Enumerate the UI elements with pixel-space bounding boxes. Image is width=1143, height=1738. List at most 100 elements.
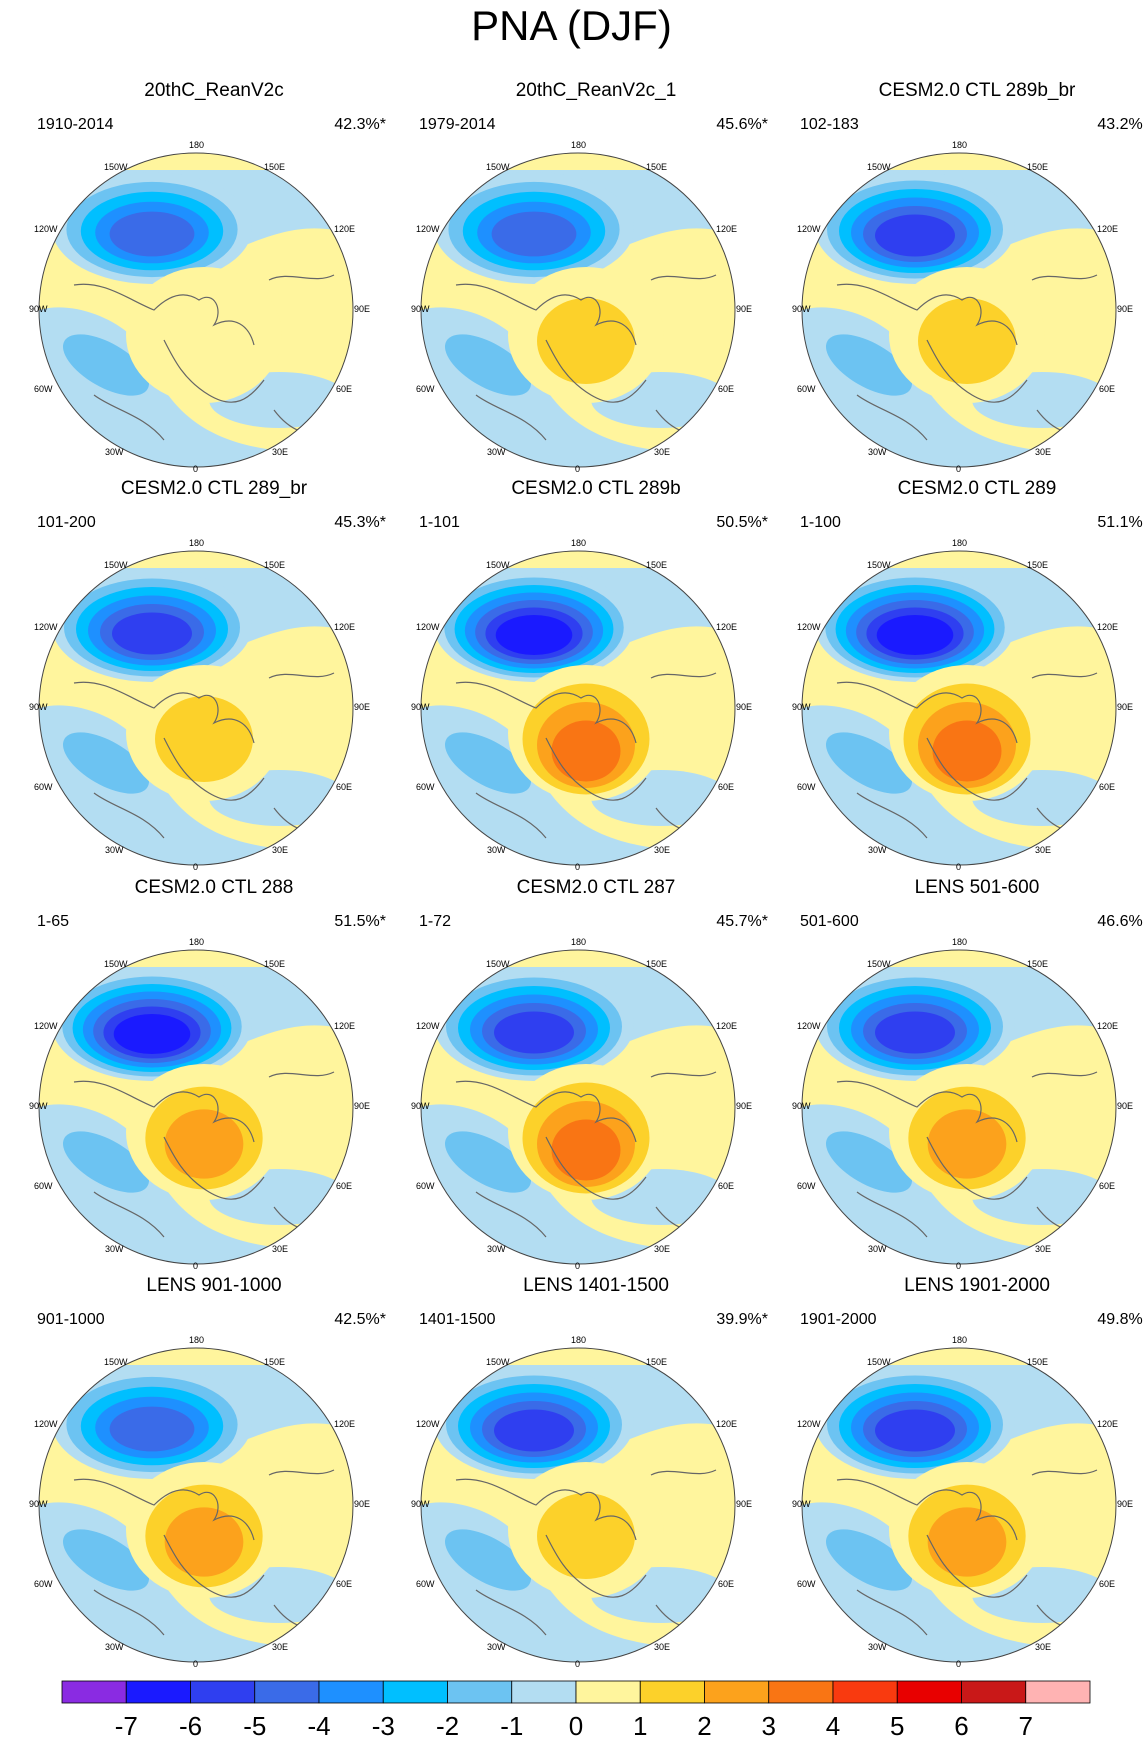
- coastline: [455, 1071, 717, 1238]
- longitude-label: 120W: [797, 622, 821, 632]
- map-border: [420, 1347, 736, 1663]
- longitude-label: 30E: [1035, 447, 1051, 457]
- panel-variance: 51.1%*: [1097, 514, 1143, 531]
- panel-period: 1-100: [800, 514, 841, 531]
- longitude-label: 90W: [411, 304, 430, 314]
- longitude-label: 30W: [868, 1642, 887, 1652]
- longitude-label: 150W: [486, 959, 510, 969]
- map-border: [801, 550, 1117, 866]
- negative-contour: [495, 615, 573, 655]
- longitude-label: 30E: [654, 1244, 670, 1254]
- longitude-label: 180: [189, 538, 204, 548]
- colorbar-tick-label: -2: [436, 1711, 459, 1738]
- map-panel: LENS 1401-1500 1401-1500 39.9%* 180 150W 150E…: [411, 1275, 776, 1669]
- longitude-label: 90E: [1117, 1499, 1133, 1509]
- colorbar-swatch: [190, 1680, 256, 1704]
- longitude-label: 150W: [486, 1357, 510, 1367]
- panel-title: LENS 1401-1500: [523, 1275, 669, 1296]
- longitude-label: 150E: [264, 162, 285, 172]
- map-panel: CESM2.0 CTL 287 1-72 45.7%* 180 150W 150E 120W…: [411, 877, 776, 1271]
- negative-contour: [109, 211, 195, 257]
- map-border: [801, 152, 1117, 468]
- negative-contour: [63, 732, 149, 794]
- negative-contour: [63, 1529, 149, 1591]
- longitude-label: 30E: [272, 845, 288, 855]
- longitude-label: 90W: [411, 1101, 430, 1111]
- negative-contour: [63, 334, 149, 396]
- map-border: [38, 152, 354, 468]
- longitude-label: 30E: [654, 447, 670, 457]
- map-panel: CESM2.0 CTL 289b 1-101 50.5%* 180 150W 150E 12…: [411, 478, 776, 872]
- coastline: [73, 1469, 335, 1636]
- page-title: PNA (DJF): [471, 2, 672, 49]
- polar-map: 180 150W 150E 120W 120E 90W 90E 60W 60E 30W 30E 0: [29, 538, 370, 872]
- negative-contour: [112, 612, 192, 655]
- negative-contour: [445, 732, 531, 794]
- longitude-label: 60E: [718, 1181, 734, 1191]
- longitude-label: 120W: [797, 224, 821, 234]
- panel-variance: 49.8%*: [1097, 1311, 1143, 1328]
- longitude-label: 150E: [646, 959, 667, 969]
- panel-variance: 51.5%*: [334, 913, 386, 930]
- longitude-label: 180: [952, 1335, 967, 1345]
- longitude-label: 180: [571, 538, 586, 548]
- longitude-label: 150E: [1027, 162, 1048, 172]
- polar-map: 180 150W 150E 120W 120E 90W 90E 60W 60E 30W 30E 0: [792, 140, 1133, 474]
- coastline: [836, 1469, 1098, 1636]
- panel-title: CESM2.0 CTL 289b: [511, 478, 681, 499]
- longitude-label: 120W: [416, 224, 440, 234]
- negative-contour: [109, 1406, 195, 1452]
- longitude-label: 60W: [416, 1579, 435, 1589]
- negative-contour: [63, 1131, 149, 1193]
- longitude-label: 60E: [1099, 1579, 1115, 1589]
- map-panel: LENS 901-1000 901-1000 42.5%* 180 150W 150E 12…: [29, 1275, 394, 1669]
- colorbar-swatch: [382, 1680, 448, 1704]
- polar-map: 180 150W 150E 120W 120E 90W 90E 60W 60E 30W 30E 0: [411, 1335, 752, 1669]
- longitude-label: 0: [575, 862, 580, 872]
- colorbar-tick-label: -4: [307, 1711, 330, 1738]
- colorbar: -7 -6 -5 -4 -3 -2 -1 0 1 2 3 4 5 6 7: [61, 1680, 1091, 1738]
- positive-contour: [927, 1507, 1007, 1577]
- longitude-label: 180: [189, 1335, 204, 1345]
- longitude-label: 90E: [354, 1101, 370, 1111]
- longitude-label: 60W: [416, 1181, 435, 1191]
- colorbar-tick-label: 1: [633, 1711, 647, 1738]
- longitude-label: 120E: [1097, 224, 1118, 234]
- longitude-label: 90E: [736, 702, 752, 712]
- colorbar-swatch: [254, 1680, 320, 1704]
- negative-contour: [445, 1131, 531, 1193]
- positive-contour: [155, 696, 253, 782]
- negative-contour: [876, 615, 954, 655]
- map-border: [801, 1347, 1117, 1663]
- longitude-label: 30W: [105, 1244, 124, 1254]
- colorbar-swatch: [639, 1680, 705, 1704]
- longitude-label: 60E: [1099, 1181, 1115, 1191]
- panel-variance: 45.6%*: [716, 116, 768, 133]
- panel-variance: 46.6%*: [1097, 913, 1143, 930]
- longitude-label: 0: [956, 464, 961, 474]
- coastline: [836, 672, 1098, 839]
- panel-title: LENS 1901-2000: [904, 1275, 1050, 1296]
- longitude-label: 120W: [416, 1021, 440, 1031]
- longitude-label: 90E: [736, 1499, 752, 1509]
- longitude-label: 60E: [718, 384, 734, 394]
- positive-contour: [551, 1119, 621, 1181]
- longitude-label: 180: [189, 140, 204, 150]
- coastline: [73, 274, 335, 441]
- longitude-label: 30E: [1035, 1244, 1051, 1254]
- longitude-label: 60W: [416, 782, 435, 792]
- longitude-label: 90W: [29, 1499, 48, 1509]
- colorbar-tick-label: -1: [500, 1711, 523, 1738]
- longitude-label: 0: [956, 862, 961, 872]
- panel-period: 1-65: [37, 913, 70, 930]
- negative-contour: [875, 1011, 955, 1054]
- longitude-label: 60E: [336, 782, 352, 792]
- polar-map: 180 150W 150E 120W 120E 90W 90E 60W 60E 30W 30E 0: [29, 140, 370, 474]
- polar-map: 180 150W 150E 120W 120E 90W 90E 60W 60E 30W 30E 0: [411, 937, 752, 1271]
- map-panel: CESM2.0 CTL 289_br 101-200 45.3%* 180 150W 15…: [29, 478, 394, 872]
- longitude-label: 180: [952, 140, 967, 150]
- panel-title: CESM2.0 CTL 289: [897, 478, 1057, 499]
- panel-title: CESM2.0 CTL 289_br: [120, 478, 308, 499]
- colorbar-tick-label: 4: [826, 1711, 840, 1738]
- longitude-label: 60W: [797, 384, 816, 394]
